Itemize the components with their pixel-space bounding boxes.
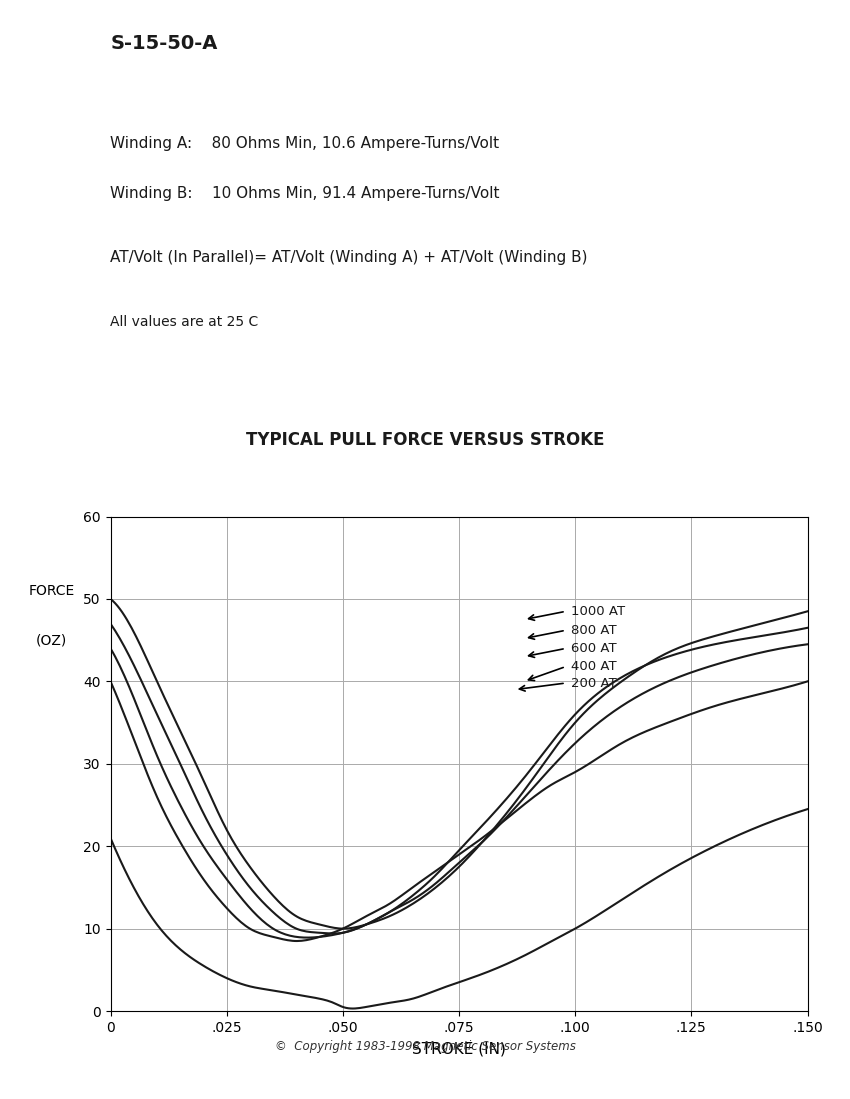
Text: 200 AT: 200 AT [570, 677, 616, 689]
Text: 400 AT: 400 AT [570, 660, 616, 673]
Text: AT/Volt (In Parallel)= AT/Volt (Winding A) + AT/Volt (Winding B): AT/Volt (In Parallel)= AT/Volt (Winding … [110, 251, 588, 265]
Text: Winding A:    80 Ohms Min, 10.6 Ampere-Turns/Volt: Winding A: 80 Ohms Min, 10.6 Ampere-Turn… [110, 136, 500, 152]
Text: 800 AT: 800 AT [570, 624, 616, 636]
Text: (OZ): (OZ) [36, 633, 67, 647]
Text: S-15-50-A: S-15-50-A [110, 34, 218, 54]
Text: 1000 AT: 1000 AT [570, 604, 625, 618]
Text: ©  Copyright 1983-1998 Magnetic Sensor Systems: © Copyright 1983-1998 Magnetic Sensor Sy… [275, 1040, 575, 1053]
Text: Winding B:    10 Ohms Min, 91.4 Ampere-Turns/Volt: Winding B: 10 Ohms Min, 91.4 Ampere-Turn… [110, 186, 500, 201]
Text: FORCE: FORCE [28, 584, 75, 598]
Text: TYPICAL PULL FORCE VERSUS STROKE: TYPICAL PULL FORCE VERSUS STROKE [246, 431, 604, 449]
Text: All values are at 25 C: All values are at 25 C [110, 315, 258, 330]
Text: 600 AT: 600 AT [570, 642, 616, 655]
X-axis label: STROKE (IN): STROKE (IN) [412, 1042, 506, 1057]
